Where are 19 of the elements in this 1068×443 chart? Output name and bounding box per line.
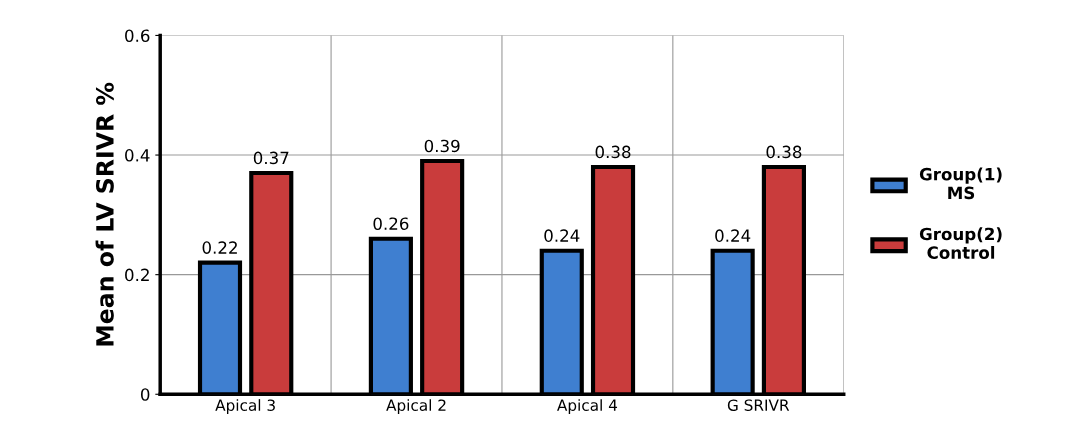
data-label: 0.22 xyxy=(202,241,237,254)
data-label: 0.24 xyxy=(544,229,580,242)
legend-label: Group(1) MS xyxy=(919,167,1002,200)
y-tick-label: 0.4 xyxy=(125,149,150,162)
x-tick-label: Apical 2 xyxy=(386,399,446,414)
data-label: 0.37 xyxy=(253,151,289,165)
y-tick-label: 0.6 xyxy=(125,29,150,43)
y-tick-label: 0 xyxy=(140,388,150,401)
x-tick-label: Apical 3 xyxy=(215,399,275,414)
x-tick-label: Apical 4 xyxy=(557,399,618,414)
data-label: 0.38 xyxy=(595,145,631,159)
data-label: 0.38 xyxy=(766,145,802,159)
legend-label: Group(2) Control xyxy=(919,227,1002,259)
y-tick-label: 0.2 xyxy=(125,268,149,282)
data-label: 0.24 xyxy=(715,229,751,242)
x-tick-label: G SRIVR xyxy=(727,399,790,411)
y-axis-title: Mean of LV SRIVR % xyxy=(95,82,114,346)
data-label: 0.39 xyxy=(424,139,460,153)
data-label: 0.26 xyxy=(373,217,409,230)
